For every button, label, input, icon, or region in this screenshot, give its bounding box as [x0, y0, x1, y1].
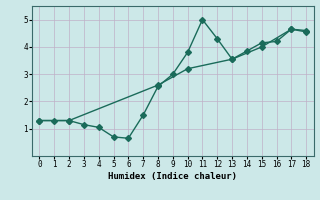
X-axis label: Humidex (Indice chaleur): Humidex (Indice chaleur): [108, 172, 237, 181]
